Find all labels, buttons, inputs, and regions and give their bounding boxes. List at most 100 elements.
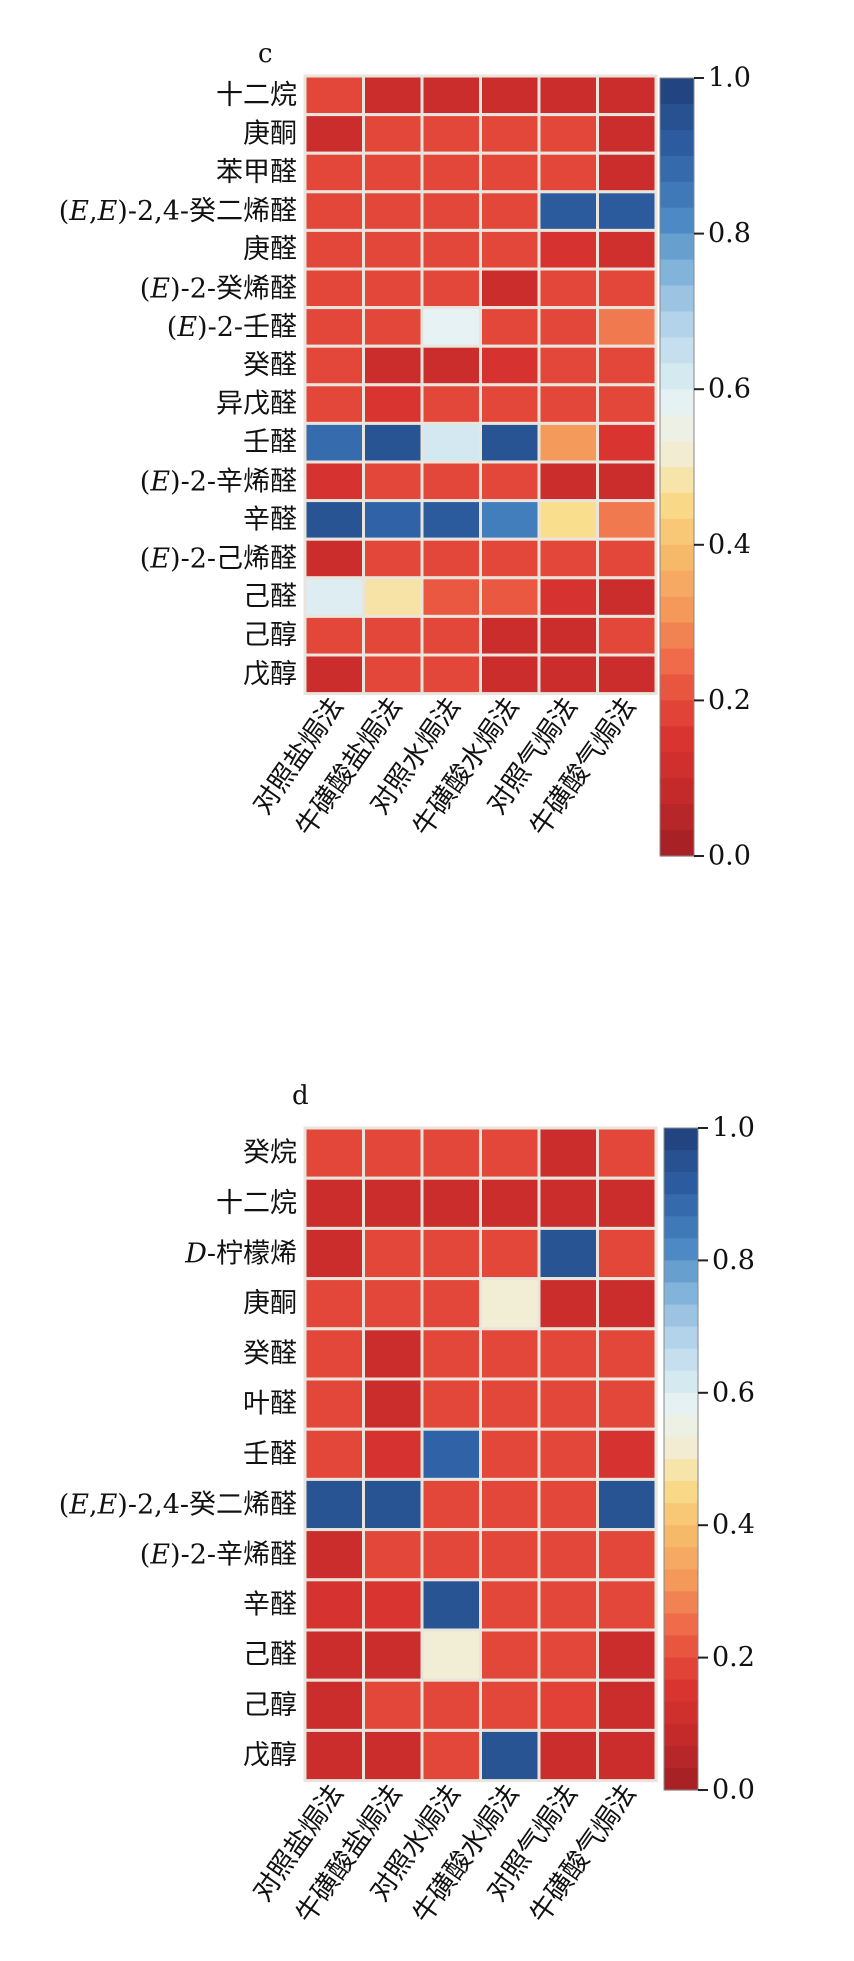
heatmap-cell [362,1176,424,1230]
colorbar-segment [660,674,694,701]
row-label: 苯甲醛 [216,157,297,188]
heatmap-cell [537,344,599,387]
heatmap-cell [362,1126,424,1180]
heatmap-cell [362,1427,424,1481]
heatmap-cell [537,614,599,657]
row-label: 戊醇 [243,659,297,690]
heatmap-cell [303,653,365,696]
heatmap-cell [537,537,599,580]
heatmap-cell [596,228,658,271]
colorbar-segment [664,1326,698,1350]
heatmap-cell [479,344,541,387]
heatmap-cell [362,267,424,310]
colorbar-tick-label: 0.0 [712,1775,755,1806]
heatmap-cell [596,1528,658,1582]
colorbar-tick-label: 0.0 [708,841,751,872]
heatmap-cell [362,537,424,580]
heatmap-cell [479,653,541,696]
heatmap-cell [420,421,482,464]
colorbar-segment [660,700,694,727]
row-label: (E,E)-2,4-癸二烯醛 [59,196,297,227]
heatmap-cell [596,113,658,155]
heatmap-cell [420,614,482,657]
heatmap-cell [479,1427,541,1481]
heatmap-cell [420,1578,482,1632]
heatmap-cell [479,1477,541,1532]
colorbar-segment [664,1392,698,1416]
heatmap-cell [303,1176,365,1230]
heatmap-cell [303,1678,365,1732]
heatmap-cell [479,74,541,117]
colorbar-segment [660,622,694,650]
colorbar: 1.0 0.8 0.6 0.4 0.2 0.0 [659,63,751,872]
heatmap-cell [303,113,365,155]
row-label: (E)-2-辛烯醛 [140,1539,297,1570]
row-label: 辛醛 [243,1589,297,1620]
heatmap-cell [479,267,541,310]
heatmap-cell [479,1678,541,1732]
row-label: 庚酮 [243,118,297,149]
row-label: 己醇 [243,1690,297,1721]
heatmap-cell [596,1728,658,1783]
heatmap-cell [362,1477,424,1532]
row-label: 异戊醛 [216,389,297,420]
heatmap-cell [596,1377,658,1431]
heatmap-cell [596,383,658,425]
colorbar-tick-label: 0.6 [708,374,751,405]
heatmap-cell [303,306,365,348]
heatmap-cell [303,1728,365,1783]
colorbar-segment [664,1414,698,1438]
colorbar-segment [660,492,694,520]
colorbar-segment [664,1635,698,1659]
row-label: (E)-2-壬醛 [167,311,297,342]
heatmap-cell [420,1377,482,1431]
heatmap-cell [596,1226,658,1281]
colorbar-segment [660,518,694,546]
heatmap-cell [362,460,424,503]
heatmap-cell [537,267,599,310]
colorbar-segment [660,285,694,312]
heatmap-cell [303,151,365,194]
heatmap-cell [596,190,658,232]
colorbar-segment [664,1436,698,1460]
heatmap-cell [596,1678,658,1732]
row-label: 十二烷 [216,80,297,111]
colorbar-segment [660,441,694,468]
heatmap-cell [537,460,599,503]
heatmap-cell [596,267,658,310]
heatmap-cell [537,190,599,232]
colorbar-segment [664,1459,698,1482]
chart-title: c [258,39,273,69]
heatmap-cell [596,1126,658,1180]
heatmap-cell [362,306,424,348]
heatmap-cell [303,460,365,503]
colorbar-segment [664,1569,698,1592]
heatmap-cell [479,1528,541,1582]
heatmap-cell [537,576,599,618]
colorbar-segment [660,467,694,494]
heatmap-cell [596,460,658,503]
row-label: (E,E)-2,4-癸二烯醛 [59,1489,297,1520]
colorbar-segment [664,1613,698,1637]
heatmap-cell [596,74,658,117]
heatmap-cell [537,1126,599,1180]
heatmap-cell [596,1578,658,1632]
heatmap-cell [596,1477,658,1532]
colorbar-segment [664,1370,698,1394]
colorbar-segment [660,648,694,676]
colorbar-tick-label: 0.6 [712,1377,755,1408]
heatmap-cell [362,113,424,155]
heatmap-cell [362,190,424,232]
row-label: 叶醛 [243,1389,297,1420]
colorbar-segment [660,103,694,131]
heatmap-cell [420,499,482,541]
colorbar-segment [660,337,694,364]
heatmap-cell [420,1176,482,1230]
heatmap-cell [362,1578,424,1632]
colorbar-segment [660,363,694,390]
colorbar-segment [664,1767,698,1791]
heatmap-cell [596,653,658,696]
row-label: 戊醇 [243,1740,297,1771]
heatmap-cell [537,1477,599,1532]
